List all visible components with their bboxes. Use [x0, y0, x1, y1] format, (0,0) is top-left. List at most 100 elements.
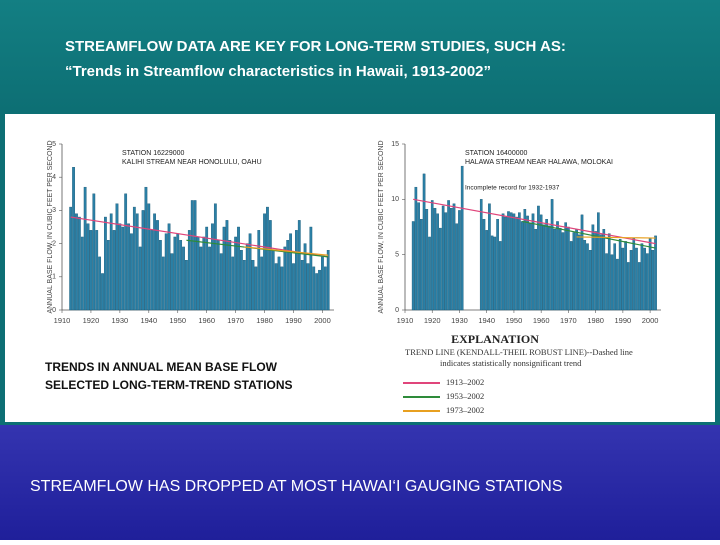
- bar: [213, 203, 217, 311]
- station-label: STATION 16400000: [465, 150, 527, 157]
- footer-text: STREAMFLOW HAS DROPPED AT MOST HAWAI‘I G…: [30, 478, 563, 495]
- bar: [268, 220, 272, 311]
- bar: [515, 216, 518, 311]
- explanation-title: EXPLANATION: [451, 332, 539, 346]
- explanation-text: indicates statistically nonsignificant t…: [440, 358, 582, 368]
- bar: [607, 233, 611, 311]
- x-tick-label: 1950: [169, 316, 186, 325]
- bar: [528, 223, 532, 311]
- stream-label: KALIHI STREAM NEAR HONOLULU, OAHU: [122, 159, 262, 166]
- x-tick-label: 1920: [83, 316, 100, 325]
- bar: [323, 266, 327, 311]
- bar: [580, 214, 584, 311]
- bar: [150, 230, 154, 311]
- bar: [141, 210, 145, 311]
- bar: [112, 230, 116, 311]
- bar: [89, 230, 93, 311]
- bar: [430, 200, 434, 311]
- bar: [147, 203, 151, 311]
- bar: [504, 216, 508, 311]
- bar: [326, 250, 330, 311]
- bar: [485, 230, 489, 311]
- x-tick-label: 1930: [112, 316, 129, 325]
- bar: [164, 233, 168, 311]
- bar: [242, 260, 246, 311]
- bar: [488, 203, 491, 311]
- bar: [428, 236, 431, 311]
- bar: [534, 229, 538, 311]
- plots: 0 1 2 3 4 5 1910 1920 1930 1940 1950 1960 1970 1980 19…: [47, 140, 661, 325]
- bar: [646, 253, 649, 311]
- x-tick-label: 1980: [587, 316, 604, 325]
- bar: [132, 206, 136, 311]
- y-tick-label: 1: [52, 274, 56, 281]
- bar: [509, 212, 513, 311]
- bar: [312, 266, 316, 311]
- caption: TRENDS IN ANNUAL MEAN BASE FLOW: [45, 360, 278, 374]
- y-tick-label: 10: [391, 196, 399, 203]
- bar: [161, 256, 165, 311]
- bar: [422, 173, 426, 311]
- bar: [274, 263, 278, 311]
- bar: [651, 250, 655, 311]
- bar: [542, 224, 546, 311]
- bar: [588, 250, 592, 311]
- bar: [512, 213, 516, 311]
- bar: [92, 193, 96, 311]
- bar: [251, 260, 255, 311]
- x-tick-label: 1940: [140, 316, 157, 325]
- bar: [447, 200, 450, 311]
- bar: [185, 260, 188, 311]
- x-tick-label: 1940: [478, 316, 495, 325]
- bar: [109, 213, 113, 311]
- bar: [86, 223, 90, 311]
- bar: [176, 233, 180, 311]
- bar: [618, 238, 622, 311]
- chart: 0 5 10 15 1910 1920 1930 1940 1950 1960 1970 1980 19…: [378, 140, 661, 325]
- bar: [627, 262, 630, 311]
- bar: [455, 223, 459, 311]
- y-tick-label: 3: [52, 207, 56, 214]
- bar: [482, 219, 486, 311]
- bar: [196, 236, 200, 311]
- bar: [234, 236, 238, 311]
- y-axis-label: ANNUAL BASE FLOW, IN CUBIC FEET PER SECO…: [47, 140, 54, 313]
- bar: [583, 240, 587, 311]
- bar: [187, 230, 191, 311]
- bar: [106, 240, 110, 311]
- bar: [629, 250, 633, 311]
- bar: [300, 260, 304, 311]
- bar: [309, 226, 313, 311]
- bar: [225, 220, 229, 311]
- bar: [237, 226, 240, 311]
- bar: [501, 213, 505, 311]
- bar: [640, 243, 644, 311]
- x-tick-label: 2000: [314, 316, 331, 325]
- header-band: [0, 0, 720, 110]
- y-tick-label: 0: [395, 307, 399, 314]
- bar: [417, 202, 420, 311]
- bar: [572, 232, 576, 311]
- bar: [98, 256, 102, 311]
- y-tick-label: 4: [52, 174, 56, 181]
- bar: [567, 226, 570, 311]
- bar: [138, 246, 142, 311]
- bar: [621, 247, 625, 311]
- x-tick-label: 1970: [560, 316, 577, 325]
- bar: [83, 186, 87, 311]
- bar: [616, 258, 619, 311]
- bar: [449, 207, 453, 311]
- bar: [496, 219, 499, 311]
- bar: [124, 193, 128, 311]
- bar: [254, 266, 258, 311]
- bar: [613, 243, 617, 311]
- bar: [537, 205, 540, 311]
- bar: [632, 237, 636, 311]
- bar: [101, 273, 104, 311]
- footer-band: [0, 425, 720, 540]
- bar: [507, 211, 510, 311]
- bar: [444, 212, 448, 311]
- trend-line: [70, 216, 329, 258]
